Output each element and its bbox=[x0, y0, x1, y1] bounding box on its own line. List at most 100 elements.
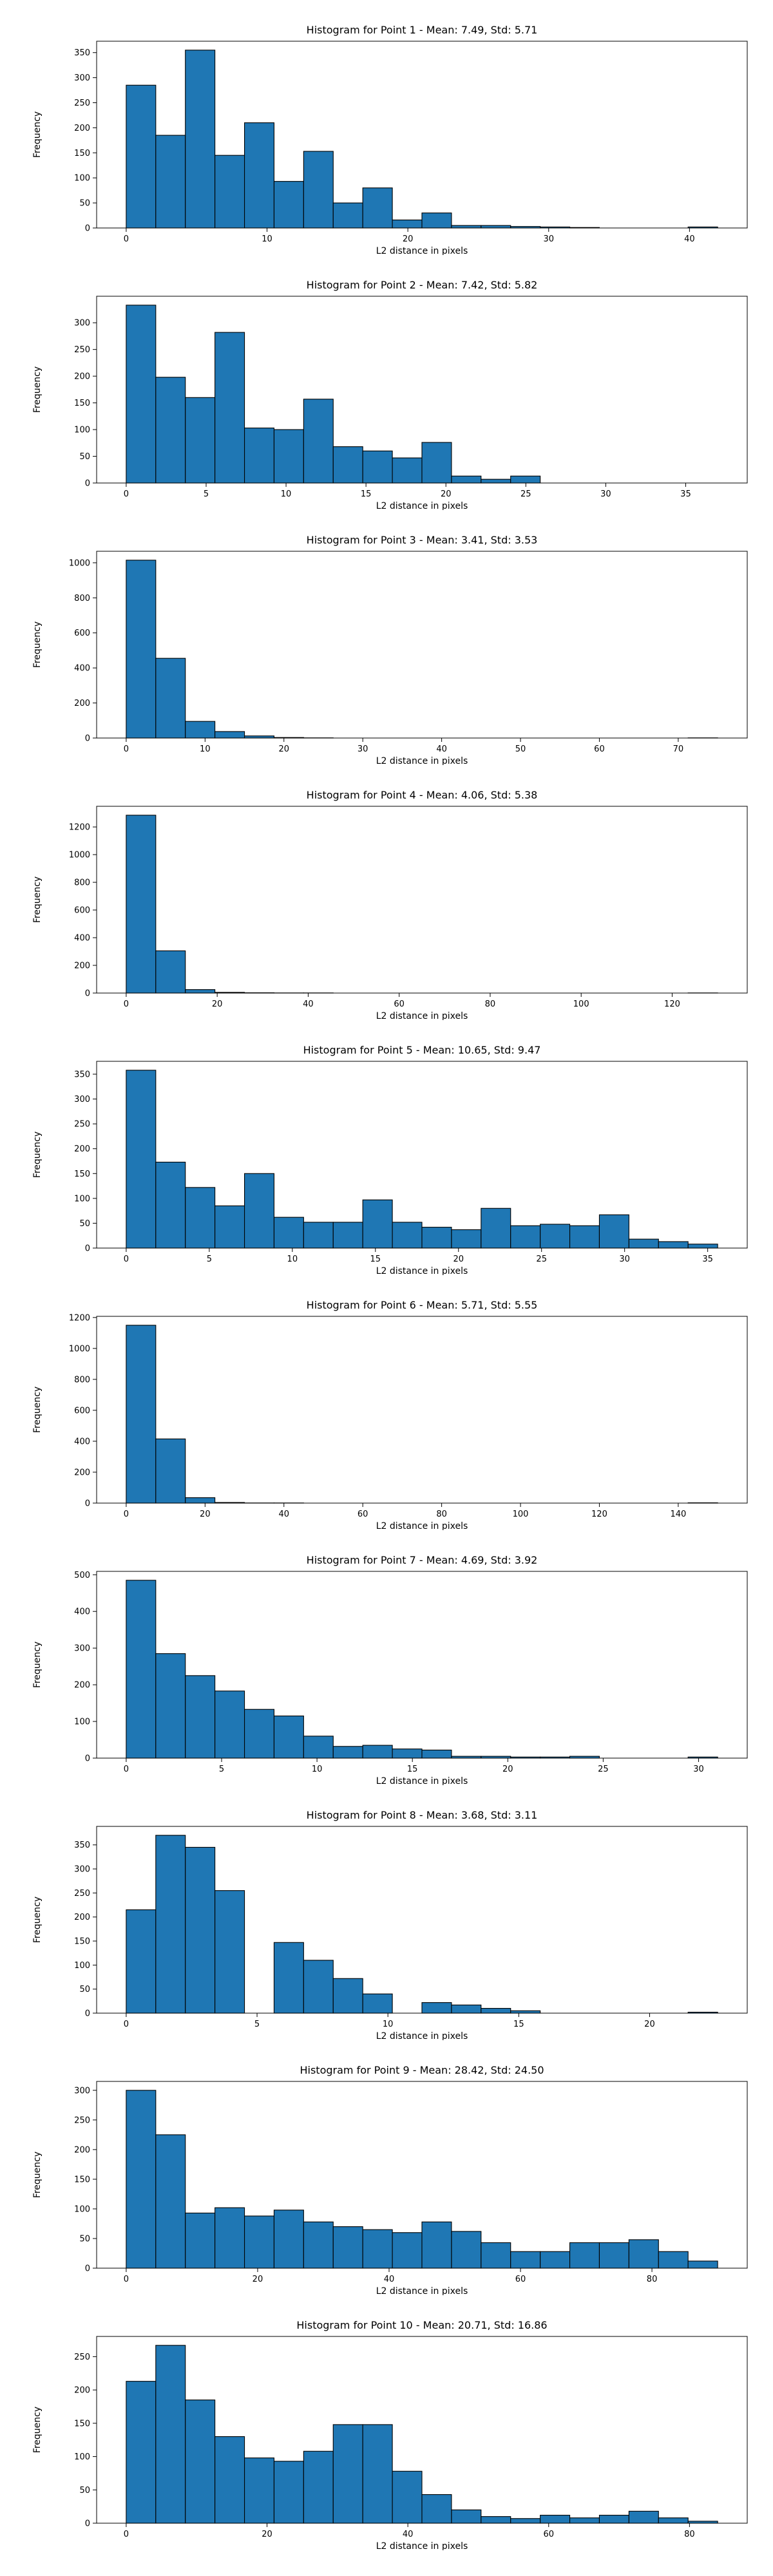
histogram-bar bbox=[155, 2345, 186, 2524]
histogram-bar bbox=[155, 1438, 186, 1504]
histogram-bar bbox=[451, 1229, 482, 1249]
x-tick-label: 60 bbox=[594, 744, 605, 754]
histogram-bar bbox=[273, 2461, 304, 2524]
histogram-bar bbox=[598, 1214, 629, 1249]
x-tick-label: 20 bbox=[262, 2530, 272, 2539]
axes-frame bbox=[96, 806, 748, 994]
histogram-bar bbox=[687, 1244, 718, 1249]
y-tick-label: 150 bbox=[74, 1170, 90, 1179]
histogram-bar bbox=[155, 2134, 186, 2269]
histogram-bar bbox=[332, 1222, 363, 1249]
x-tick-label: 0 bbox=[124, 1255, 129, 1264]
histogram-bar bbox=[451, 2231, 482, 2269]
x-tick-label: 100 bbox=[513, 1510, 529, 1519]
histogram-bar bbox=[126, 1070, 157, 1249]
x-tick-label: 0 bbox=[124, 1765, 129, 1774]
y-tick-label: 200 bbox=[74, 699, 90, 708]
x-tick-label: 25 bbox=[598, 1765, 609, 1774]
histogram-bar bbox=[215, 2207, 245, 2269]
x-tick-label: 80 bbox=[485, 999, 496, 1009]
y-tick-label: 200 bbox=[74, 1913, 90, 1922]
y-tick-label: 150 bbox=[74, 149, 90, 158]
histogram-bar bbox=[126, 1909, 157, 2014]
histogram-bar bbox=[126, 2090, 157, 2269]
histogram-bar bbox=[481, 2007, 511, 2014]
x-tick-label: 30 bbox=[358, 744, 368, 754]
histogram-bar bbox=[243, 122, 275, 229]
histogram-bar bbox=[362, 1199, 393, 1249]
histogram-bar bbox=[332, 2226, 363, 2269]
x-tick-label: 30 bbox=[543, 234, 554, 244]
y-tick-label: 0 bbox=[85, 2009, 90, 2019]
histogram-bar bbox=[421, 1749, 452, 1759]
y-tick-label: 800 bbox=[74, 594, 90, 603]
histogram-bar bbox=[303, 151, 334, 229]
histogram-bar bbox=[215, 1205, 245, 1249]
histogram-bar bbox=[332, 202, 363, 229]
axes-frame bbox=[96, 1571, 748, 1759]
x-tick-label: 20 bbox=[502, 1765, 513, 1774]
x-tick-label: 40 bbox=[403, 2530, 414, 2539]
x-tick-label: 40 bbox=[436, 744, 447, 754]
histogram-bar bbox=[303, 1222, 334, 1249]
y-tick-label: 150 bbox=[74, 2175, 90, 2184]
y-tick-label: 100 bbox=[74, 174, 90, 184]
axes-frame bbox=[96, 41, 748, 229]
x-tick-label: 5 bbox=[254, 2020, 260, 2029]
x-tick-label: 0 bbox=[124, 234, 129, 244]
histogram-bar bbox=[598, 2515, 629, 2524]
histogram-chart: Histogram for Point 2 - Mean: 7.42, Std:… bbox=[32, 279, 748, 511]
histogram-bar bbox=[628, 2239, 659, 2269]
histogram-panel: Histogram for Point 10 - Mean: 20.71, St… bbox=[0, 2295, 773, 2552]
y-tick-label: 300 bbox=[74, 319, 90, 328]
histogram-bar bbox=[421, 2221, 452, 2269]
chart-title: Histogram for Point 7 - Mean: 4.69, Std:… bbox=[307, 1554, 538, 1566]
histogram-bar bbox=[215, 155, 245, 229]
histogram-bar bbox=[421, 2002, 452, 2014]
x-tick-label: 5 bbox=[219, 1765, 224, 1774]
y-tick-label: 50 bbox=[79, 199, 90, 209]
x-tick-label: 25 bbox=[520, 489, 531, 499]
histogram-bar bbox=[185, 721, 216, 739]
histogram-bar bbox=[392, 2232, 423, 2269]
histogram-panel: Histogram for Point 1 - Mean: 7.49, Std:… bbox=[0, 0, 773, 256]
x-axis-label: L2 distance in pixels bbox=[376, 246, 468, 255]
y-axis-label: Frequency bbox=[32, 1642, 43, 1688]
chart-title: Histogram for Point 4 - Mean: 4.06, Std:… bbox=[307, 789, 538, 801]
x-tick-label: 20 bbox=[441, 489, 452, 499]
axes-frame bbox=[96, 1316, 748, 1504]
histogram-bar bbox=[273, 181, 304, 229]
histogram-bar bbox=[303, 399, 334, 484]
histogram-bar bbox=[510, 475, 541, 484]
histogram-bar bbox=[628, 2510, 659, 2524]
y-tick-label: 500 bbox=[74, 1571, 90, 1580]
histogram-bar bbox=[155, 377, 186, 484]
y-axis-label: Frequency bbox=[32, 2407, 43, 2453]
histogram-chart: Histogram for Point 1 - Mean: 7.49, Std:… bbox=[32, 24, 748, 256]
x-tick-label: 10 bbox=[262, 234, 272, 244]
histogram-bar bbox=[332, 446, 363, 484]
y-tick-label: 600 bbox=[74, 906, 90, 916]
x-tick-label: 20 bbox=[278, 744, 289, 754]
y-tick-label: 1000 bbox=[69, 1344, 90, 1354]
y-tick-label: 50 bbox=[79, 1985, 90, 1994]
x-tick-label: 10 bbox=[200, 744, 211, 754]
histogram-bar bbox=[451, 475, 482, 484]
histogram-bar bbox=[362, 1745, 393, 1759]
histogram-panel: Histogram for Point 7 - Mean: 4.69, Std:… bbox=[0, 1530, 773, 1786]
chart-title: Histogram for Point 2 - Mean: 7.42, Std:… bbox=[307, 279, 538, 291]
histogram-chart: Histogram for Point 4 - Mean: 4.06, Std:… bbox=[32, 789, 748, 1021]
histogram-bar bbox=[362, 1993, 393, 2014]
histogram-bar bbox=[540, 2251, 571, 2269]
y-axis-label: Frequency bbox=[32, 621, 43, 668]
x-tick-label: 30 bbox=[600, 489, 611, 499]
y-tick-label: 300 bbox=[74, 1095, 90, 1104]
histogram-bar bbox=[628, 1238, 659, 1249]
x-tick-label: 20 bbox=[403, 234, 414, 244]
histogram-bar bbox=[303, 1960, 334, 2014]
x-axis-label: L2 distance in pixels bbox=[376, 1011, 468, 1020]
x-axis-label: L2 distance in pixels bbox=[376, 2286, 468, 2295]
histogram-bar bbox=[155, 1835, 186, 2014]
y-tick-label: 100 bbox=[74, 2452, 90, 2462]
x-tick-label: 40 bbox=[303, 999, 314, 1009]
